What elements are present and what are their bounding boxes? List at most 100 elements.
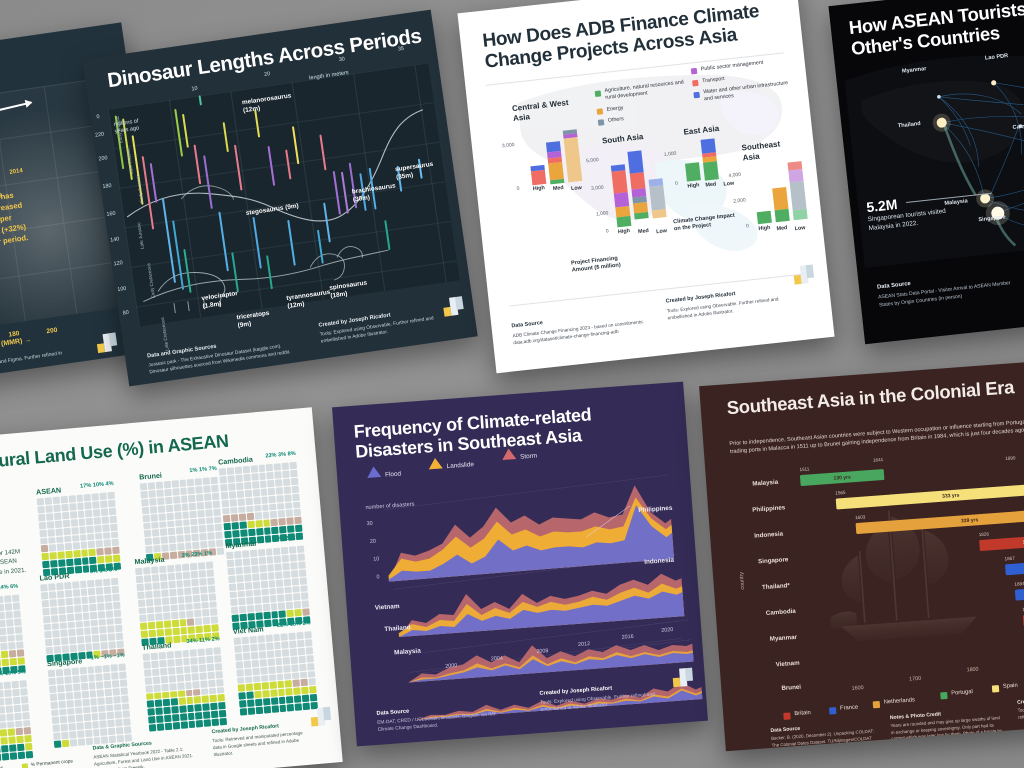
country-name: Cambodia <box>217 454 254 467</box>
waffle-grid <box>36 491 122 577</box>
cw-cat-med: Med <box>552 184 565 193</box>
poster-agricultural-land-use[interactable]: Agricultural Land Use (%) in ASEAN 32% o… <box>0 407 343 768</box>
author-logo <box>310 706 332 727</box>
year-start-thailand: 1867 <box>1004 555 1015 562</box>
waffle-indonesia: Indonesia 14% 14% 6% <box>0 584 26 675</box>
dino-length: 9m <box>239 320 250 329</box>
country-name: Brunei <box>138 470 163 482</box>
country-name: Thailand <box>141 640 172 652</box>
y-axis-label: country <box>738 571 747 590</box>
author-logo <box>96 332 118 354</box>
poster-dinosaur-lengths[interactable]: Dinosaur Lengths Across Periods <box>82 9 478 387</box>
country-percentages: 23% 3% 8% <box>265 450 296 460</box>
dino-length: 1.8m <box>204 300 220 310</box>
country-percentages: 17% 2% 1% <box>272 534 304 544</box>
bar-malaysia-portugal: 130 yrs <box>799 468 885 487</box>
country-name: Malaysia <box>134 554 165 567</box>
legend-label-portugal: Portugal <box>951 689 974 697</box>
waffle-grid <box>135 561 220 647</box>
waffle-philippines: Philippines 19% 19% 5% <box>0 669 34 762</box>
x-tick-2008: 2008 <box>536 648 549 656</box>
country-percentages: 19% 19% 5% <box>0 669 26 679</box>
x-tick-30: 30 <box>338 56 346 64</box>
dinosaur-scatter-plot: 10 20 30 35 0 220 200 180 160 140 120 10… <box>95 46 460 327</box>
dino-label-triceratops: triceratops (9m) <box>236 309 270 330</box>
cw-cat-low: Low <box>570 185 583 193</box>
legend-label-britain: Britain <box>794 709 811 718</box>
country-name: Lao PDR <box>39 571 70 583</box>
y-tick-220: 220 <box>94 131 105 139</box>
bar-sea-high <box>756 210 772 225</box>
year-start-singapore: 1826 <box>978 531 990 538</box>
sea-cat-low: Low <box>794 225 806 233</box>
credit-body: Tools: Explored using Observable and Fig… <box>0 350 63 376</box>
country-percentages: 3% 23% 1% <box>181 550 213 560</box>
sea-cat-high: High <box>758 224 771 233</box>
waffle-grid <box>218 461 304 547</box>
ridgeline-area-chart <box>383 474 708 747</box>
row-label-vietnam: Vietnam <box>775 659 800 669</box>
legend-label-netherlands: Netherlands <box>883 697 916 706</box>
author-logo <box>672 667 694 688</box>
headline-text: of the total land area (or 142M of 442M … <box>0 548 27 581</box>
legend-swatch-netherlands <box>872 700 881 709</box>
x-tick-20: 20 <box>263 71 271 78</box>
cw-tick-0: 0 <box>516 185 520 193</box>
year-end-malaysia: 1641 <box>872 456 884 463</box>
x-tick-1700: 1700 <box>908 675 922 683</box>
ea-cat-med: Med <box>705 181 717 189</box>
poster-asean-tourism[interactable]: How ASEAN Tourists Visit Other's Countri… <box>828 0 1024 345</box>
row-label-philippines: Philippines <box>752 504 786 514</box>
sa-tick-0: 0 <box>605 228 609 235</box>
row-label-myanmar: Myanmar <box>769 633 798 643</box>
waffle-grid <box>40 577 125 663</box>
legend-label-crops: % Permanent crops <box>30 759 74 768</box>
poster-adb-climate-finance[interactable]: How Does ADB Finance Climate Change Proj… <box>457 0 835 374</box>
x-tick-1800: 1800 <box>966 666 979 674</box>
legend-swatch-agriculture <box>594 90 602 98</box>
author-logo <box>442 296 464 317</box>
poster-colonial-era[interactable]: Southeast Asia in the Colonial Era Prior… <box>699 358 1024 752</box>
legend-swatch-crops <box>21 763 29 768</box>
dinosaur-silhouette-curve <box>126 109 424 314</box>
year-start-philippines: 1565 <box>835 489 846 496</box>
x-tick-2000: 2000 <box>445 662 458 670</box>
author-logo <box>793 264 815 285</box>
x-tick-35: 35 <box>397 45 405 53</box>
y-tick-180: 180 <box>102 182 112 191</box>
country-name: ASEAN <box>35 485 62 497</box>
y-tick-100: 100 <box>117 285 127 294</box>
country-percentages: 1% 1% 7% <box>189 465 217 475</box>
x-tick-2004: 2004 <box>490 655 504 663</box>
legend-swatch-spain <box>991 685 1000 693</box>
sa-cat-med: Med <box>637 228 650 236</box>
legend-swatch-water <box>693 91 700 99</box>
y-tick-0: 0 <box>96 113 101 121</box>
row-label-cambodia: Cambodia <box>765 607 797 617</box>
row-label-malaysia: Malaysia <box>752 478 779 488</box>
waffle-grid <box>142 647 228 732</box>
year-start-malaysia: 1511 <box>799 466 810 473</box>
bar-ea-high <box>685 162 701 182</box>
waffle-asean: ASEAN 17% 10% 4% <box>36 480 122 577</box>
row-label-indonesia: Indonesia <box>753 530 784 540</box>
dino-length: 30m <box>354 194 369 204</box>
sea-tick-0: 0 <box>745 223 750 230</box>
country-percentages: 17% 10% 4% <box>79 480 114 490</box>
y-tick-160: 160 <box>106 210 116 218</box>
waffle-grid <box>0 680 34 765</box>
poster-title: Southeast Asia in the Colonial Era <box>725 376 1015 419</box>
year-1890: 1890 <box>1005 455 1016 462</box>
legend-swatch-britain <box>783 712 791 720</box>
waffle-brunei: Brunei 1% 1% 7% <box>139 465 225 562</box>
bar-duration: 339 yrs <box>960 516 979 524</box>
bar-cw-high <box>530 164 547 186</box>
poster-climate-disasters[interactable]: Frequency of Climate-related Disasters i… <box>332 381 708 747</box>
waffle-grid <box>0 594 26 679</box>
sa-cat-low: Low <box>655 228 668 236</box>
y-tick-80: 80 <box>122 309 130 317</box>
sea-cat-med: Med <box>776 225 788 233</box>
y-tick-140: 140 <box>109 236 120 244</box>
poster-subtitle: Prior to independence, Southeast Asian c… <box>729 417 1024 456</box>
